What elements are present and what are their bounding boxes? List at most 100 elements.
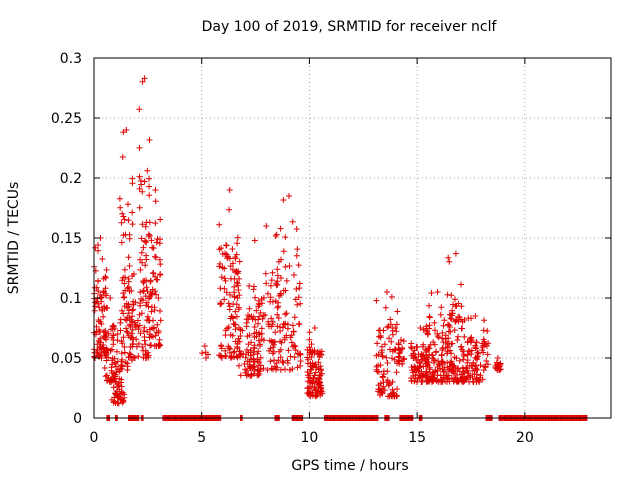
- data-point: [431, 341, 438, 348]
- data-point: [387, 321, 394, 328]
- data-point: [155, 295, 162, 302]
- data-point: [137, 266, 144, 273]
- data-point: [447, 315, 454, 322]
- data-point: [437, 311, 444, 318]
- data-point: [102, 373, 109, 380]
- data-point: [307, 390, 314, 397]
- data-point: [272, 329, 279, 336]
- y-tick-label: 0.1: [60, 291, 82, 307]
- data-point: [109, 377, 116, 384]
- data-point: [412, 354, 419, 361]
- data-point: [280, 248, 287, 255]
- data-point: [420, 341, 427, 348]
- data-point: [146, 232, 153, 239]
- data-point: [313, 379, 320, 386]
- data-point: [227, 355, 234, 361]
- data-point: [253, 307, 260, 314]
- data-point: [288, 339, 295, 346]
- data-point: [234, 280, 241, 287]
- data-point: [377, 334, 384, 341]
- data-point: [139, 221, 146, 228]
- data-point: [219, 264, 226, 271]
- data-point: [283, 277, 290, 284]
- data-point: [142, 293, 149, 300]
- data-point: [103, 292, 110, 299]
- data-point: [455, 300, 462, 307]
- data-point: [452, 317, 459, 324]
- data-point: [154, 236, 161, 242]
- data-point: [100, 313, 107, 320]
- data-point: [138, 249, 145, 256]
- data-point: [110, 323, 117, 330]
- data-point: [395, 354, 402, 361]
- data-point: [422, 363, 429, 370]
- data-point: [136, 322, 143, 329]
- data-point: [269, 321, 276, 328]
- chart-title: Day 100 of 2019, SRMTID for receiver ncl…: [202, 19, 498, 35]
- data-point: [147, 294, 154, 300]
- data-point: [117, 316, 124, 323]
- data-point: [411, 347, 418, 354]
- data-point: [99, 256, 106, 262]
- data-point: [274, 311, 281, 318]
- data-point: [154, 321, 161, 328]
- data-point: [115, 400, 122, 407]
- data-point: [227, 346, 233, 352]
- data-point: [267, 345, 274, 352]
- data-point: [380, 327, 387, 334]
- data-point: [147, 290, 154, 296]
- data-point: [282, 234, 289, 241]
- data-point: [219, 251, 226, 257]
- data-point: [287, 353, 294, 360]
- data-point: [275, 315, 282, 321]
- data-point: [267, 294, 274, 301]
- data-point: [130, 271, 137, 277]
- data-point: [221, 285, 228, 292]
- data-point: [234, 345, 241, 352]
- data-point: [389, 378, 396, 385]
- data-point: [156, 256, 163, 263]
- data-point: [280, 359, 287, 366]
- data-point: [373, 297, 380, 304]
- data-point: [431, 327, 438, 334]
- data-point: [154, 276, 161, 283]
- x-tick-label: 10: [301, 430, 319, 446]
- data-point: [239, 327, 246, 334]
- data-point: [449, 361, 456, 368]
- data-point: [116, 392, 123, 399]
- data-point: [283, 332, 290, 339]
- data-point: [157, 308, 163, 314]
- data-point: [439, 345, 446, 352]
- data-point: [246, 305, 253, 312]
- data-point: [236, 338, 243, 345]
- data-point: [451, 354, 458, 361]
- data-point: [442, 332, 449, 339]
- data-point: [120, 310, 127, 317]
- y-tick-label: 0.3: [60, 51, 82, 67]
- data-point: [439, 330, 446, 336]
- data-point: [384, 324, 391, 331]
- data-point: [266, 323, 273, 330]
- data-point: [202, 349, 209, 356]
- data-point: [235, 324, 242, 331]
- data-point: [121, 216, 128, 223]
- data-point: [257, 354, 264, 361]
- data-point: [480, 367, 487, 374]
- data-point: [149, 286, 156, 293]
- data-point: [460, 348, 467, 355]
- data-point: [156, 336, 163, 343]
- data-point: [95, 242, 101, 248]
- data-point: [102, 335, 109, 341]
- data-point: [235, 287, 242, 293]
- data-point: [138, 296, 145, 302]
- data-point: [473, 339, 480, 346]
- data-point: [282, 366, 288, 373]
- data-point: [447, 328, 454, 335]
- data-point: [385, 393, 391, 400]
- data-point: [110, 373, 117, 380]
- data-point: [283, 310, 290, 317]
- data-point: [199, 350, 206, 357]
- data-point: [373, 352, 380, 359]
- data-point: [293, 286, 300, 292]
- data-point: [256, 331, 263, 338]
